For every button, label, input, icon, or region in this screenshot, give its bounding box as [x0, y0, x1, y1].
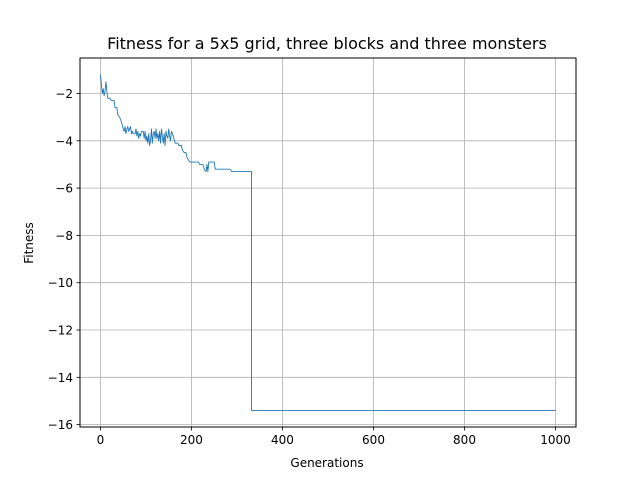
y-axis-ticks: −16 −14 −12 −10 −8 −6 −4 −2 [48, 87, 80, 432]
x-tick-label: 800 [453, 433, 476, 447]
x-axis-label: Generations [290, 456, 363, 470]
x-tick-label: 200 [180, 433, 203, 447]
series-layer [100, 74, 556, 411]
axes-frame [79, 57, 577, 428]
gridlines [80, 58, 576, 427]
y-tick-label: −14 [48, 371, 73, 385]
y-tick-label: −16 [48, 418, 73, 432]
y-tick-label: −10 [48, 276, 73, 290]
chart-title: Fitness for a 5x5 grid, three blocks and… [107, 34, 547, 53]
y-tick-label: −6 [55, 182, 73, 196]
y-tick-label: −2 [55, 87, 73, 101]
fitness-series-line [100, 74, 556, 411]
x-tick-label: 0 [97, 433, 105, 447]
x-axis-ticks: 0 200 400 600 800 1000 [97, 427, 571, 447]
y-axis-label: Fitness [22, 222, 36, 264]
x-tick-label: 400 [271, 433, 294, 447]
y-tick-label: −4 [55, 134, 73, 148]
x-tick-label: 1000 [540, 433, 571, 447]
x-tick-label: 600 [362, 433, 385, 447]
y-tick-label: −8 [55, 229, 73, 243]
y-tick-label: −12 [48, 324, 73, 338]
